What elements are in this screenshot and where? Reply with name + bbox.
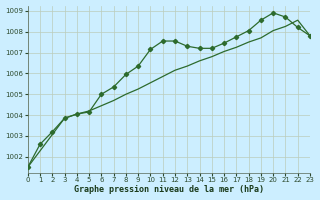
X-axis label: Graphe pression niveau de la mer (hPa): Graphe pression niveau de la mer (hPa) (74, 185, 264, 194)
